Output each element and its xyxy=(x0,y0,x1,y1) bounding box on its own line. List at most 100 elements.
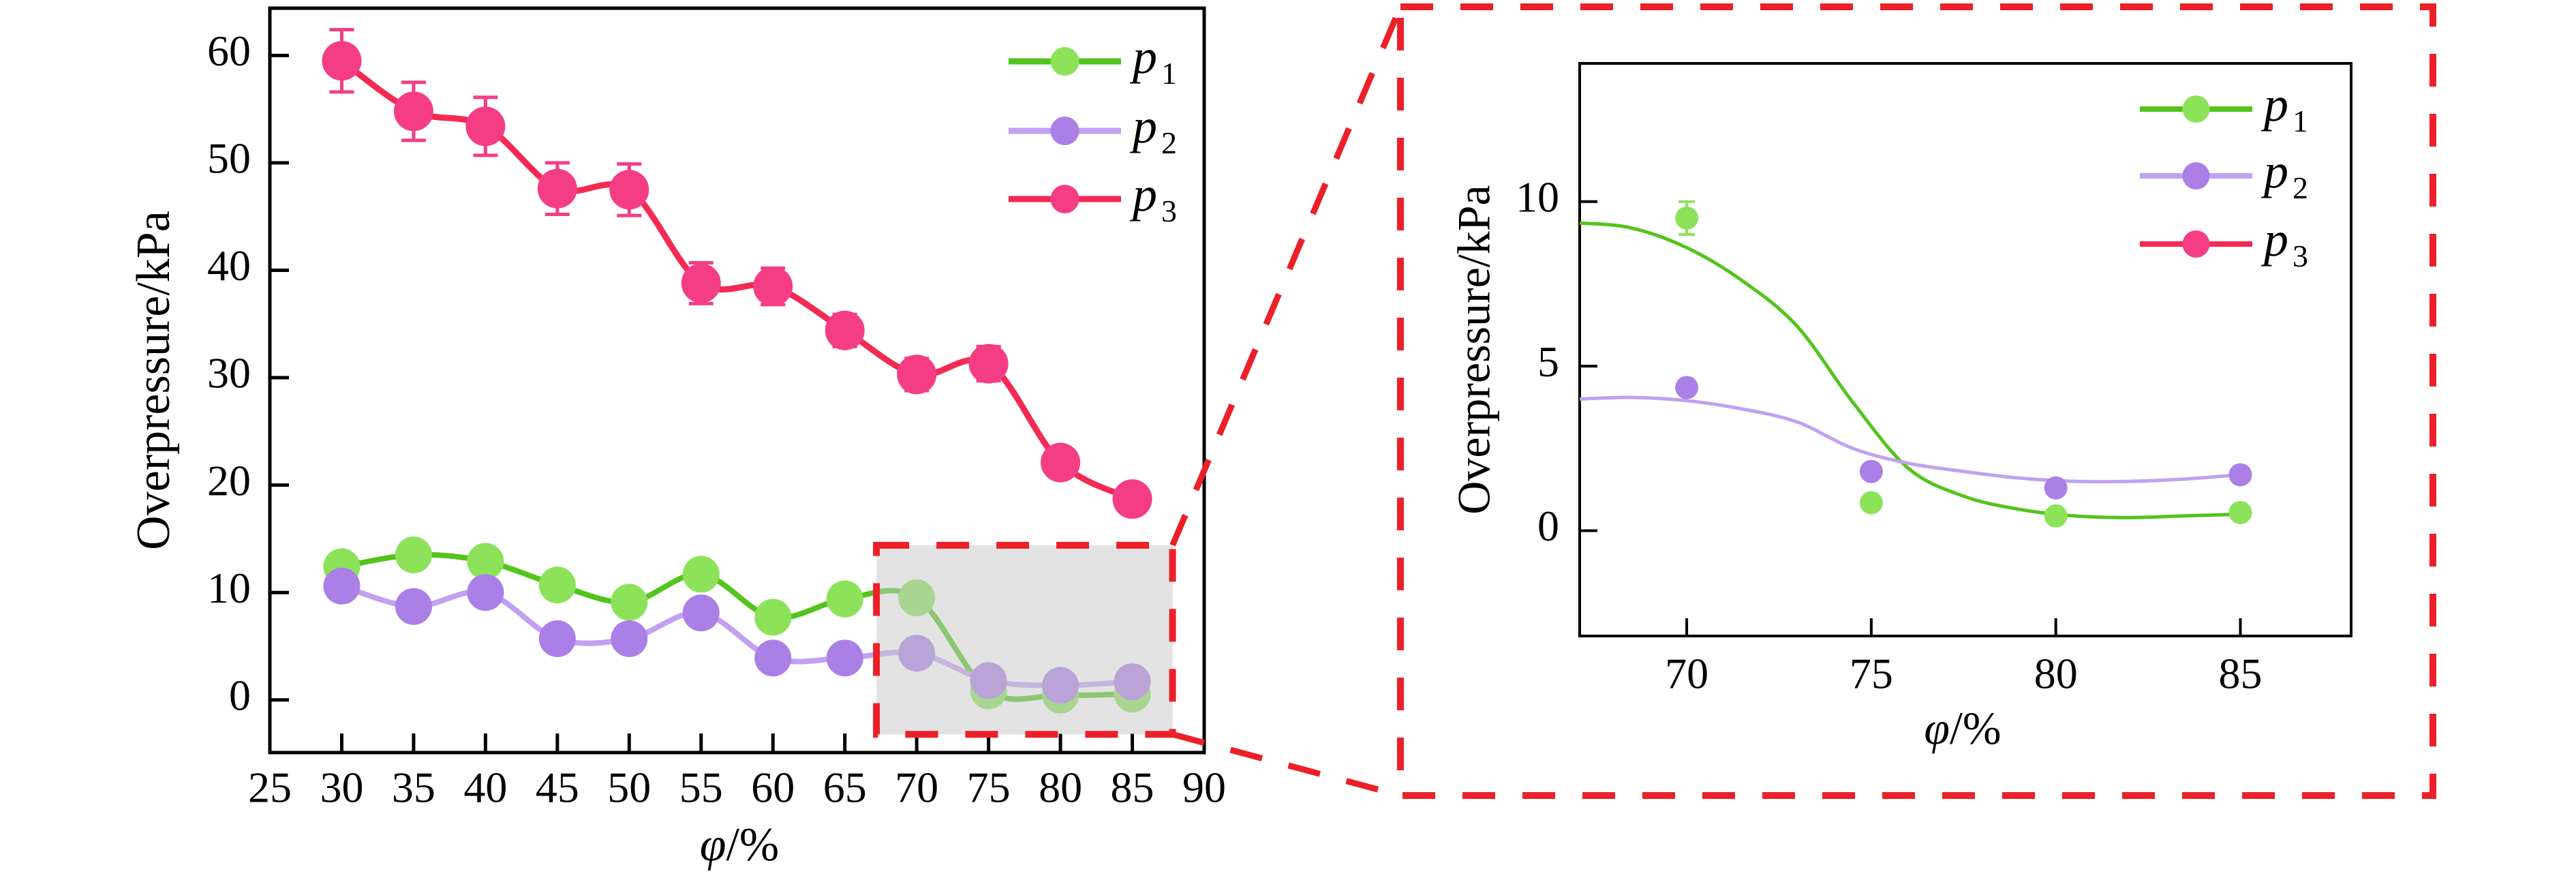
main-chart-legend-marker-p1 xyxy=(1050,47,1079,76)
zoom-connector-bottom xyxy=(1171,731,1402,799)
zoom-chart-x-tick-label: 80 xyxy=(2034,650,2078,698)
main-chart-y-tick-label: 0 xyxy=(229,671,251,719)
zoom-chart-x-tick-label: 70 xyxy=(1665,650,1708,698)
main-chart-frame xyxy=(268,6,1206,755)
zoom-series-p1 xyxy=(1579,200,2252,528)
main-series-p3-marker xyxy=(393,91,433,132)
zoom-series-p1-marker xyxy=(1859,491,1883,515)
zoom-series-p1-marker xyxy=(2228,500,2252,524)
main-chart-legend-marker-p3 xyxy=(1050,185,1079,213)
zoom-chart-y-tick-label: 0 xyxy=(1537,502,1559,550)
zoom-series-p2-marker xyxy=(2228,463,2252,487)
main-series-p1-marker xyxy=(682,556,720,593)
main-chart-x-tick-label: 90 xyxy=(1182,763,1226,812)
main-series-p1-marker xyxy=(538,566,576,604)
main-series-p1-marker xyxy=(395,536,432,574)
zoom-chart-legend-marker-p3 xyxy=(2182,230,2210,258)
main-chart-x-tick-label: 25 xyxy=(248,763,292,812)
zoom-connector-top xyxy=(1169,5,1404,547)
zoom-chart-y-tick-label: 10 xyxy=(1516,172,1559,221)
main-series-p2-marker xyxy=(467,574,504,611)
main-series-p2-marker xyxy=(826,639,863,677)
main-chart-x-tick-label: 40 xyxy=(463,763,507,812)
main-chart-legend-marker-p2 xyxy=(1050,117,1079,145)
main-chart: 25 30 35 40 45 50 55 60 65 70 75 80 85 90 0 10 20 30 40 50 6… xyxy=(127,6,1226,871)
main-series-p1-marker xyxy=(611,584,648,621)
main-chart-axes: 25 30 35 40 45 50 55 60 65 70 75 80 85 90 0 10 20 30 40 50 6… xyxy=(127,6,1226,871)
main-chart-y-tick-label: 40 xyxy=(207,241,251,290)
main-series-p3-marker xyxy=(897,354,937,395)
main-series-p1-marker xyxy=(826,580,863,618)
main-series-p3-marker xyxy=(609,170,649,210)
main-series-p3-marker xyxy=(1112,479,1152,519)
zoom-series-p2-curve xyxy=(1579,395,2241,484)
zoom-panel-border xyxy=(1397,3,2436,799)
zoom-chart-series xyxy=(1579,200,2252,528)
main-series-p3-line xyxy=(339,58,1134,502)
main-series-p3-marker xyxy=(825,310,865,350)
main-series-p2-marker xyxy=(682,594,720,632)
zoom-chart-axes: 70 75 80 85 0 5 10 φ/% Overpressure/kPa xyxy=(1448,62,2352,754)
main-series-p2-marker xyxy=(754,639,792,677)
main-chart-x-tick-label: 70 xyxy=(895,763,938,812)
highlight-region xyxy=(876,545,1173,735)
main-chart-y-tick-label: 20 xyxy=(207,456,251,504)
zoom-chart-legend-marker-p2 xyxy=(2182,162,2210,190)
main-chart-legend: p 1 p 2 p 3 xyxy=(1009,29,1177,228)
zoom-chart-x-axis-title: φ/% xyxy=(1924,702,2001,754)
zoom-series-p2 xyxy=(1579,376,2252,500)
main-chart-x-tick-label: 85 xyxy=(1111,763,1154,812)
main-chart-x-tick-label: 60 xyxy=(751,763,795,812)
zoom-series-p1-marker xyxy=(1675,206,1699,230)
main-series-p1-marker xyxy=(754,599,792,636)
zoom-series-p2-marker xyxy=(1675,376,1699,399)
main-series-p3-marker xyxy=(753,267,793,307)
main-series-p3-marker xyxy=(465,106,506,147)
main-series-p3-marker xyxy=(968,344,1009,384)
main-series-p3 xyxy=(322,28,1152,519)
zoom-chart-legend-marker-p1 xyxy=(2182,95,2210,123)
main-chart-y-tick-label: 10 xyxy=(207,564,251,612)
main-chart-x-tick-label: 35 xyxy=(392,763,435,812)
main-chart-x-tick-label: 50 xyxy=(607,763,651,812)
main-chart-x-axis-title: φ/% xyxy=(700,819,780,871)
main-chart-x-tick-label: 30 xyxy=(320,763,363,812)
main-chart-x-tick-label: 45 xyxy=(536,763,579,812)
zoom-chart-y-tick-label: 5 xyxy=(1537,337,1559,386)
main-chart-y-tick-label: 30 xyxy=(207,349,251,397)
zoom-chart-x-tick-label: 85 xyxy=(2219,650,2263,698)
zoom-chart-legend: p 1p 2 p 3 xyxy=(2140,77,2308,273)
main-chart-x-tick-label: 55 xyxy=(679,763,723,812)
main-chart-x-tick-label: 65 xyxy=(823,763,867,812)
main-series-p2-marker xyxy=(323,567,361,605)
main-series-p2-marker xyxy=(395,588,432,625)
zoom-series-p2-marker xyxy=(1859,459,1883,483)
zoom-chart: 70 75 80 85 0 5 10 φ/% Overpressure/kPa p 1p 2 p 3 xyxy=(1448,62,2352,754)
main-chart-y-axis-title: Overpressure/kPa xyxy=(127,211,180,550)
main-series-p2-marker xyxy=(611,620,648,657)
main-series-p2-marker xyxy=(538,620,576,657)
zoom-chart-frame xyxy=(1578,62,2352,637)
main-series-p3-marker xyxy=(322,41,362,81)
main-series-p3-marker xyxy=(1041,442,1081,483)
main-series-p3-marker xyxy=(681,263,721,303)
main-series-p3-marker xyxy=(537,168,577,209)
zoom-series-p1-marker xyxy=(2044,504,2068,528)
zoom-series-p1-curve xyxy=(1579,221,2241,519)
zoom-chart-x-tick-label: 75 xyxy=(1850,650,1893,698)
highlight-region-border xyxy=(873,541,1176,738)
main-series-p1-marker xyxy=(467,543,504,580)
main-chart-x-tick-label: 80 xyxy=(1039,763,1082,812)
main-chart-y-tick-label: 50 xyxy=(207,134,251,183)
zoom-chart-y-axis-title: Overpressure/kPa xyxy=(1448,185,1500,514)
main-chart-y-tick-label: 60 xyxy=(207,27,251,75)
zoom-series-p2-marker xyxy=(2044,476,2068,500)
